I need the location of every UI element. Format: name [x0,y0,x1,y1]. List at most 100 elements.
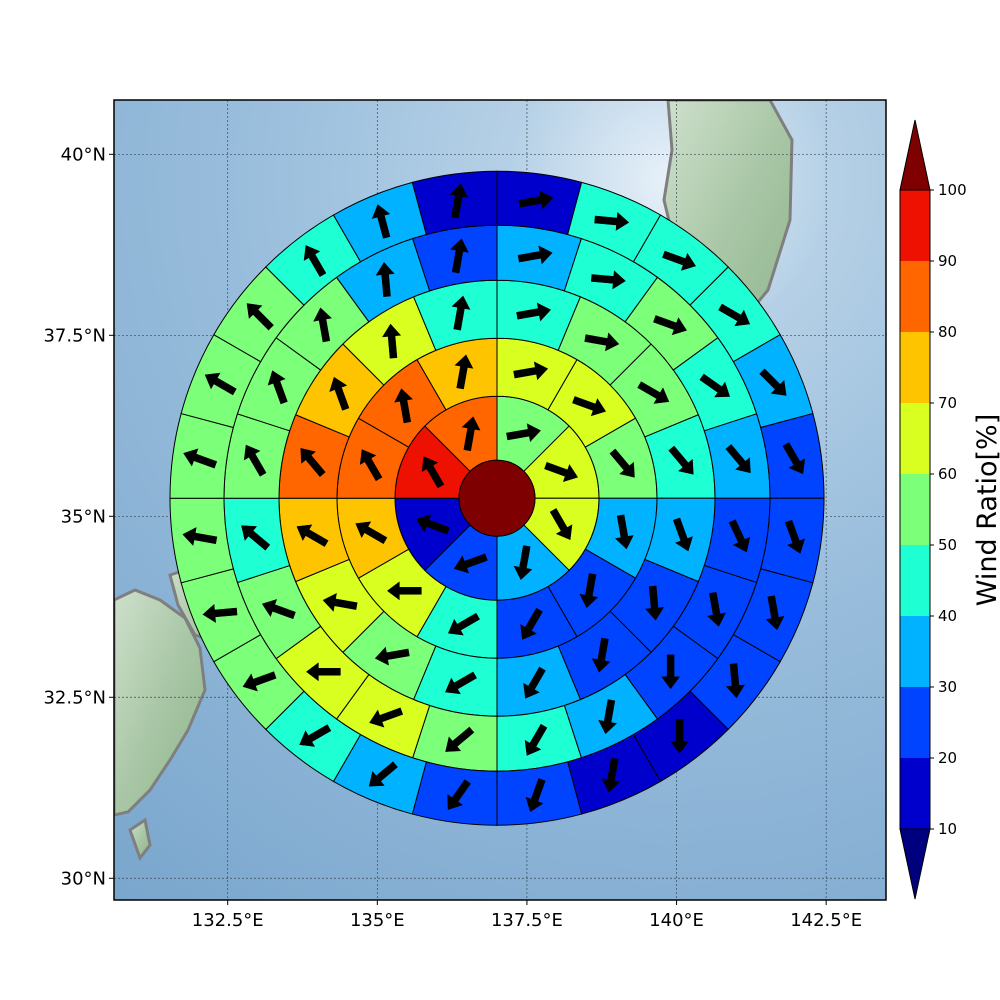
wind-arrow [506,423,541,443]
wind-arrow [355,521,388,544]
wind-arrow [579,573,599,608]
sector-cell [411,761,498,826]
wind-arrow [371,204,391,239]
wind-arrow [544,461,579,482]
x-tick-label: 132.5°E [192,910,264,931]
colorbar-tick-label: 40 [938,607,957,625]
wind-arrow [707,592,726,627]
wind-arrow [296,524,329,547]
wind-arrow [782,442,806,475]
map-frame [113,99,887,901]
wind-arrow [645,585,665,621]
wind-arrow [454,354,474,390]
colorbar-tick-label: 90 [938,252,957,270]
colorbar-tick-label: 60 [938,465,957,483]
x-tick-label: 135°E [350,910,405,931]
x-tick-label: 137.5°E [491,910,563,931]
kyushu-land [114,588,207,817]
colorbar-segment [900,758,930,829]
colorbar-segment [900,616,930,687]
wind-arrow [394,388,413,424]
wind-arrow [523,666,546,699]
wind-arrow [421,456,445,489]
wind-arrow [374,646,410,666]
wind-arrow [637,381,670,404]
wind-arrow [386,581,422,601]
x-axis-ticks: 132.5°E 135°E 137.5°E 140°E 142.5°E [192,900,862,931]
wind-arrow [653,315,687,336]
colorbar-over-extension [899,119,931,191]
wind-arrow [246,303,274,331]
x-tick-label: 142.5°E [790,910,862,931]
wind-arrow [590,270,626,290]
wind-arrow [415,514,450,535]
wind-arrow [453,553,488,574]
wind-arrow [451,295,471,331]
wind-arrow [518,190,554,210]
wind-arrow [516,302,552,322]
wind-arrow [183,448,218,469]
wind-arrow [584,332,620,352]
wind-arrow [718,303,751,327]
wind-arrow [267,370,288,405]
wind-sectors [169,170,825,826]
colorbar-frame [899,189,931,830]
wind-arrow [728,519,751,553]
wind-arrow [668,445,694,475]
wind-arrow [241,525,271,551]
wind-arrow [517,245,553,265]
wind-arrow [759,368,787,396]
colorbar-segment [900,687,930,758]
wind-arrow [322,593,358,612]
wind-arrow [313,307,332,343]
wind-arrow [204,372,237,396]
wind-arrow [513,545,533,581]
wind-arrow [520,607,543,640]
wind-arrow [299,724,332,747]
wind-arrow [765,595,785,631]
wind-arrow [672,517,693,552]
wind-arrow [699,373,731,398]
wind-arrow [242,671,277,692]
colorbar-under-extension [899,828,931,900]
wind-arrow [513,361,549,381]
wind-arrow [609,448,635,478]
colorbar-segment [900,545,930,616]
wind-arrow [449,183,469,219]
wind-arrow [450,238,469,274]
wind-arrow [445,671,477,695]
wind-arrow [369,707,404,728]
wind-arrow [182,527,218,546]
wind-arrow [661,654,681,690]
y-axis-ticks: 30°N 32.5°N 35°N 37.5°N 40°N [43,144,114,889]
center-disk [458,459,536,537]
wind-arrow [368,761,398,787]
wind-arrow [202,603,238,623]
y-tick-label: 32.5°N [43,687,106,708]
wind-arrow [305,662,341,682]
wind-arrow [261,599,296,620]
wind-arrow [594,211,630,231]
wind-arrow [524,723,548,756]
wind-arrow [725,444,751,474]
wind-arrow [447,779,471,810]
colorbar-segment [900,332,930,403]
colorbar-segment [900,403,930,474]
wind-arrow [662,250,697,271]
wind-arrow [448,612,480,636]
colorbar-tick-label: 100 [938,181,967,199]
colorbar-tick-label: 50 [938,536,957,554]
colorbar-segment [900,261,930,332]
colorbar-tick-label: 80 [938,323,957,341]
wind-arrow [375,262,395,297]
y-tick-label: 30°N [61,868,106,889]
y-tick-label: 37.5°N [43,325,106,346]
wind-arrow [615,514,634,550]
y-tick-label: 35°N [61,506,106,527]
small-island [128,817,152,862]
wind-arrow [382,323,402,359]
wind-arrow [785,519,805,554]
colorbar-tick-label: 30 [938,678,957,696]
colorbar-label: Wind Ratio[%] [972,414,1000,606]
